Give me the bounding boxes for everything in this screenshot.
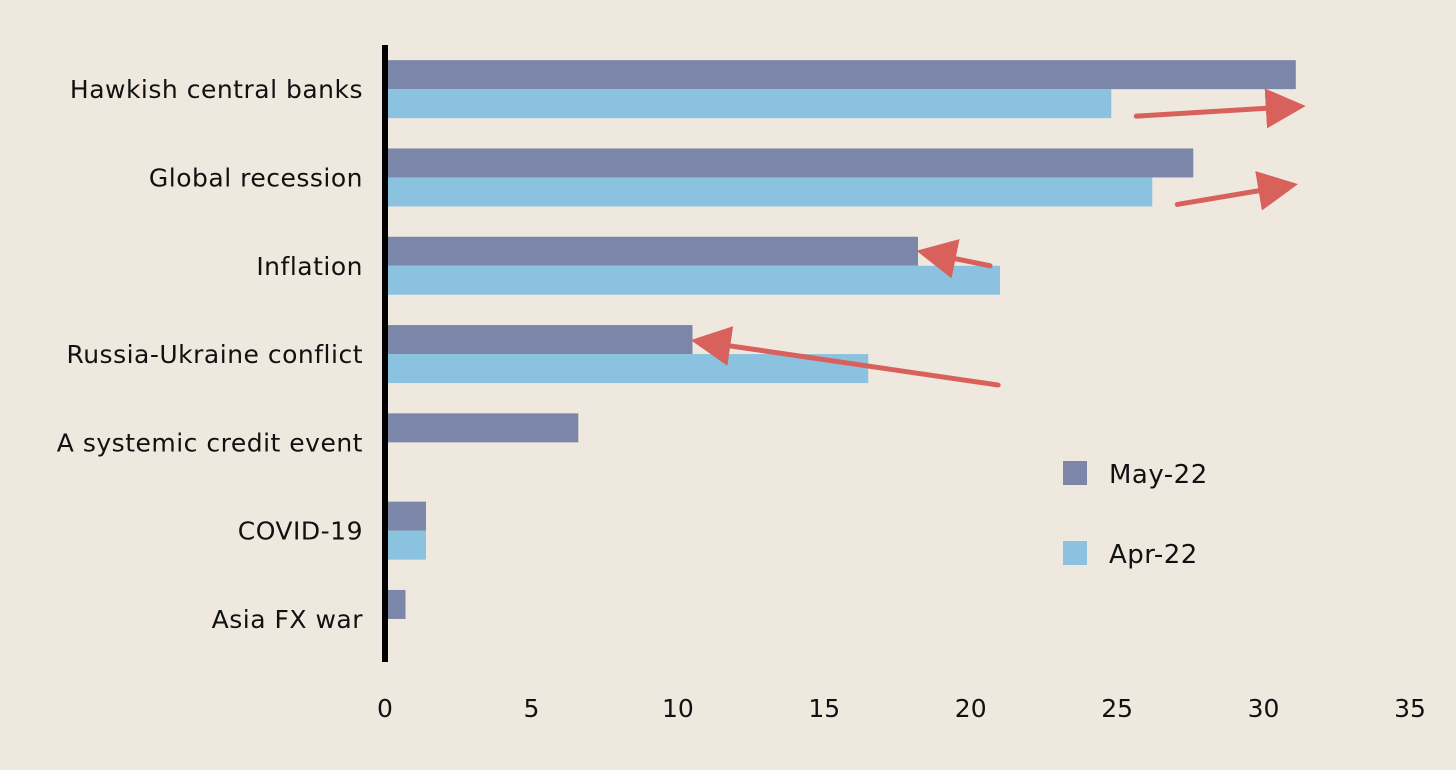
category-label-russia-ukraine-conflict: Russia-Ukraine conflict: [66, 340, 363, 369]
x-tick-label-10: 10: [662, 694, 694, 723]
category-labels: Hawkish central banks Global recession Inf…: [57, 75, 363, 634]
x-tick-label-0: 0: [377, 694, 393, 723]
legend: May-22 Apr-22: [1063, 460, 1208, 570]
arrow-russia-ukraine-conflict: [690, 326, 1001, 388]
change-arrows: [690, 88, 1306, 388]
bar-apr-22-inflation: [385, 265, 1000, 295]
bar-may-22-a-systemic-credit-event: [385, 413, 579, 443]
category-label-asia-fx-war: Asia FX war: [212, 605, 364, 634]
x-tick-label-5: 5: [523, 694, 539, 723]
category-label-global-recession: Global recession: [149, 163, 363, 192]
bar-apr-22-hawkish-central-banks: [385, 89, 1112, 119]
bar-may-22-global-recession: [385, 148, 1194, 178]
x-tick-labels: 0 5 10 15 20 25 30 35: [377, 694, 1426, 723]
x-tick-label-25: 25: [1101, 694, 1133, 723]
bar-apr-22-global-recession: [385, 177, 1153, 207]
legend-label-apr-22: Apr-22: [1109, 540, 1198, 570]
x-tick-label-35: 35: [1394, 694, 1426, 723]
legend-swatch-apr-22: [1063, 541, 1087, 565]
bar-may-22-inflation: [385, 236, 918, 266]
category-label-inflation: Inflation: [256, 252, 363, 281]
x-tick-label-30: 30: [1248, 694, 1280, 723]
category-label-hawkish-central-banks: Hawkish central banks: [70, 75, 363, 104]
category-label-covid-19: COVID-19: [238, 517, 363, 546]
legend-label-may-22: May-22: [1109, 460, 1208, 490]
bar-apr-22-russia-ukraine-conflict: [385, 354, 869, 384]
bars-group: [385, 60, 1296, 619]
bar-may-22-covid-19: [385, 501, 426, 531]
x-tick-label-15: 15: [808, 694, 840, 723]
arrow-inflation: [916, 239, 993, 279]
bar-apr-22-covid-19: [385, 530, 426, 560]
category-label-a-systemic-credit-event: A systemic credit event: [57, 428, 363, 457]
arrow-global-recession: [1174, 171, 1299, 211]
bar-may-22-hawkish-central-banks: [385, 60, 1296, 90]
legend-swatch-may-22: [1063, 461, 1087, 485]
x-tick-label-20: 20: [955, 694, 987, 723]
bar-may-22-asia-fx-war: [385, 589, 406, 619]
bar-may-22-russia-ukraine-conflict: [385, 325, 693, 355]
arrow-hawkish-central-banks: [1133, 88, 1306, 129]
